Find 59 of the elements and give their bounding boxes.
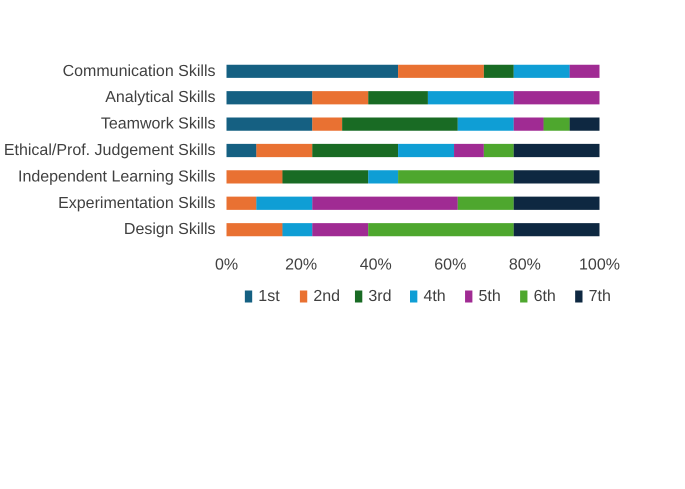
bar (282, 223, 312, 236)
bar (226, 118, 312, 131)
bar (226, 144, 256, 158)
bar (368, 91, 428, 104)
bar (282, 170, 368, 184)
bar (256, 196, 312, 210)
y-tick-label: Ethical/Prof. Judgement Skills (4, 142, 216, 159)
bar (570, 118, 600, 131)
bar (514, 144, 600, 158)
bar (514, 91, 600, 104)
bar (226, 64, 398, 78)
bar (514, 64, 570, 78)
bar (226, 170, 282, 184)
bar (514, 118, 544, 131)
bar (312, 223, 368, 236)
bar (458, 196, 514, 210)
x-tick-label: 80% (508, 256, 541, 274)
x-tick-label: 60% (434, 256, 466, 274)
bar (428, 91, 514, 104)
legend-label: 1st (258, 288, 280, 305)
bar (398, 170, 514, 184)
bar (312, 91, 368, 104)
legend-label: 4th (423, 288, 446, 305)
y-tick-label: Independent Learning Skills (18, 168, 216, 186)
legend-label: 3rd (368, 288, 392, 305)
legend-label: 6th (534, 288, 556, 305)
bar (514, 196, 600, 210)
bar (226, 223, 282, 236)
legend-label: 7th (588, 288, 611, 305)
bar (398, 64, 484, 78)
bar (312, 196, 458, 210)
bar (226, 196, 256, 210)
bar (368, 170, 398, 184)
bar (312, 118, 342, 131)
legend-label: 2nd (313, 288, 340, 305)
bar (514, 170, 600, 184)
y-tick-label: Design Skills (124, 221, 216, 238)
bar (570, 64, 600, 78)
bar (226, 91, 312, 104)
x-tick-label: 40% (360, 256, 392, 274)
x-tick-label: 20% (285, 256, 318, 274)
x-tick-label: 0% (214, 256, 238, 274)
bar (458, 118, 514, 131)
bar (484, 64, 514, 78)
bar (342, 118, 458, 131)
bar (454, 144, 484, 158)
y-tick-label: Teamwork Skills (100, 116, 216, 133)
x-tick-label: 100% (579, 256, 620, 274)
legend-label: 5th (478, 288, 501, 305)
bar (398, 144, 454, 158)
bar (368, 223, 514, 236)
y-tick-label: Communication Skills (62, 62, 216, 80)
y-tick-label: Analytical Skills (105, 89, 216, 106)
bar (484, 144, 514, 158)
bar (544, 118, 570, 131)
y-tick-label: Experimentation Skills (58, 194, 216, 212)
bar (256, 144, 312, 158)
bar (514, 223, 600, 236)
bar (312, 144, 398, 158)
